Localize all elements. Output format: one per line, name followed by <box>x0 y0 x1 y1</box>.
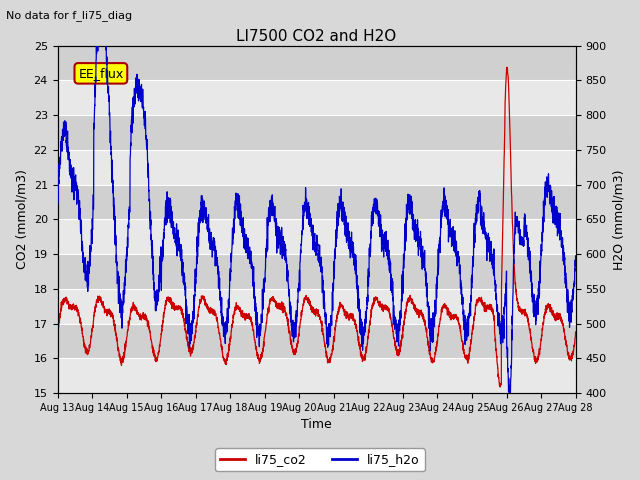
Bar <box>58 359 575 393</box>
Bar <box>58 80 575 115</box>
Bar <box>58 46 575 80</box>
Bar <box>58 150 575 185</box>
Title: LI7500 CO2 and H2O: LI7500 CO2 and H2O <box>236 29 397 44</box>
Bar <box>58 185 575 219</box>
Text: No data for f_li75_diag: No data for f_li75_diag <box>6 10 132 21</box>
Bar <box>58 219 575 254</box>
Y-axis label: H2O (mmol/m3): H2O (mmol/m3) <box>612 169 625 270</box>
Bar <box>58 115 575 150</box>
Bar <box>58 254 575 289</box>
X-axis label: Time: Time <box>301 419 332 432</box>
Legend: li75_co2, li75_h2o: li75_co2, li75_h2o <box>215 448 425 471</box>
Text: EE_flux: EE_flux <box>78 67 124 80</box>
Bar <box>58 289 575 324</box>
Bar <box>58 324 575 359</box>
Y-axis label: CO2 (mmol/m3): CO2 (mmol/m3) <box>15 169 28 269</box>
